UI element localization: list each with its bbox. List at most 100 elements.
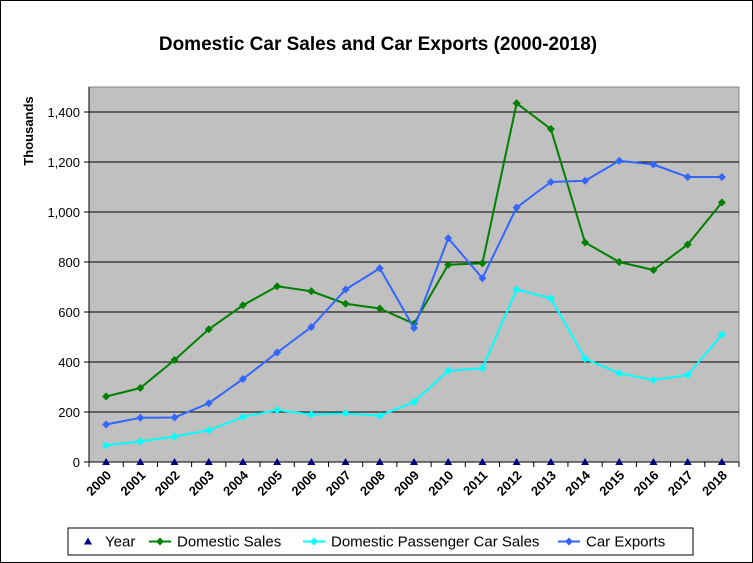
data-point xyxy=(238,458,247,465)
data-point xyxy=(170,356,179,364)
data-point xyxy=(615,458,624,465)
data-point xyxy=(512,458,521,465)
x-tick-label: 2001 xyxy=(117,468,148,499)
legend-item: Domestic Passenger Car Sales xyxy=(303,534,539,551)
data-point xyxy=(102,392,111,401)
legend-label: Domestic Sales xyxy=(177,534,281,551)
data-point xyxy=(341,409,350,418)
x-tick-label: 2008 xyxy=(357,468,388,499)
data-point xyxy=(649,458,658,465)
y-tick-labels: 0 200 400 600 800 1,000 1,200 1,400 xyxy=(47,105,80,470)
data-point xyxy=(683,173,692,181)
data-point xyxy=(102,441,111,450)
data-point xyxy=(581,176,590,185)
data-point xyxy=(307,323,316,331)
x-tick-label: 2014 xyxy=(562,467,594,499)
legend-label: Year xyxy=(105,534,135,551)
data-point xyxy=(341,458,350,465)
data-point xyxy=(375,458,384,465)
data-point xyxy=(683,240,692,249)
x-tick-label: 2011 xyxy=(460,468,491,499)
legend-box xyxy=(67,527,694,556)
data-point xyxy=(273,406,282,414)
x-tick-label: 2018 xyxy=(699,468,730,499)
x-tick-label: 2000 xyxy=(83,468,114,499)
data-point xyxy=(546,125,555,133)
y-tick-label: 0 xyxy=(73,455,80,470)
x-tick-label: 2015 xyxy=(596,468,627,499)
data-point xyxy=(170,458,179,465)
data-point xyxy=(512,99,521,108)
x-tick-label: 2013 xyxy=(528,468,559,499)
data-point xyxy=(478,274,487,283)
series-2 xyxy=(102,285,726,450)
legend-label: Domestic Passenger Car Sales xyxy=(331,534,539,551)
data-point xyxy=(136,458,145,465)
y-tick-label: 1,000 xyxy=(47,205,80,220)
x-tick-labels: 2000 2001 2002 2003 2004 2005 2006 2007 2008 2009… xyxy=(83,462,740,499)
data-point xyxy=(273,458,282,465)
data-point xyxy=(410,324,418,332)
data-point xyxy=(136,384,145,392)
data-point xyxy=(649,160,658,169)
legend-item: Domestic Sales xyxy=(149,534,281,551)
data-point xyxy=(444,234,453,243)
legend: Year Domestic Sales Domestic Passenger Car… xyxy=(67,527,694,556)
data-point xyxy=(204,399,213,408)
data-point xyxy=(375,304,384,313)
data-point xyxy=(204,325,213,334)
data-point xyxy=(238,375,247,383)
data-point xyxy=(512,285,521,294)
data-point xyxy=(341,299,350,308)
legend-marker xyxy=(84,537,92,545)
data-point xyxy=(546,294,555,303)
data-point xyxy=(238,301,247,310)
data-point xyxy=(170,432,179,441)
x-tick-label: 2017 xyxy=(665,468,696,499)
x-tick-label: 2010 xyxy=(425,468,456,499)
legend-item: Year xyxy=(84,534,135,551)
data-point xyxy=(307,458,316,465)
data-point xyxy=(444,366,453,375)
data-point xyxy=(717,173,726,181)
y-axis-label: Thousands xyxy=(21,96,36,165)
series-group xyxy=(102,99,726,465)
y-tick-label: 400 xyxy=(58,355,80,370)
data-point xyxy=(273,348,282,357)
legend-label: Car Exports xyxy=(586,534,665,551)
x-tick-label: 2016 xyxy=(631,468,662,499)
data-point xyxy=(136,413,145,422)
data-point xyxy=(717,198,726,207)
series-1 xyxy=(102,99,726,401)
series-3 xyxy=(102,156,726,429)
data-point xyxy=(204,458,213,465)
y-tick-label: 1,200 xyxy=(47,155,80,170)
data-point xyxy=(512,203,521,212)
data-point xyxy=(136,437,145,446)
y-tick-label: 1,400 xyxy=(47,105,80,120)
data-point xyxy=(615,369,624,378)
data-point xyxy=(204,426,213,435)
data-point xyxy=(375,411,384,420)
data-point xyxy=(649,266,658,274)
x-tick-label: 2003 xyxy=(186,468,217,499)
y-tick-label: 800 xyxy=(58,255,80,270)
data-point xyxy=(717,330,726,339)
data-point xyxy=(683,371,692,379)
data-point xyxy=(273,282,282,291)
data-point xyxy=(307,287,316,296)
x-tick-label: 2004 xyxy=(220,467,252,499)
data-point xyxy=(615,156,624,165)
data-point xyxy=(581,354,590,363)
legend-marker xyxy=(310,537,318,546)
y-tick-label: 600 xyxy=(58,305,80,320)
data-point xyxy=(410,458,418,465)
x-tick-label: 2012 xyxy=(494,468,525,499)
x-tick-label: 2007 xyxy=(323,468,354,499)
data-point xyxy=(478,259,487,268)
series-0 xyxy=(102,458,726,465)
legend-marker xyxy=(565,537,573,546)
data-point xyxy=(581,458,590,465)
data-point xyxy=(410,398,418,406)
data-point xyxy=(375,264,384,273)
